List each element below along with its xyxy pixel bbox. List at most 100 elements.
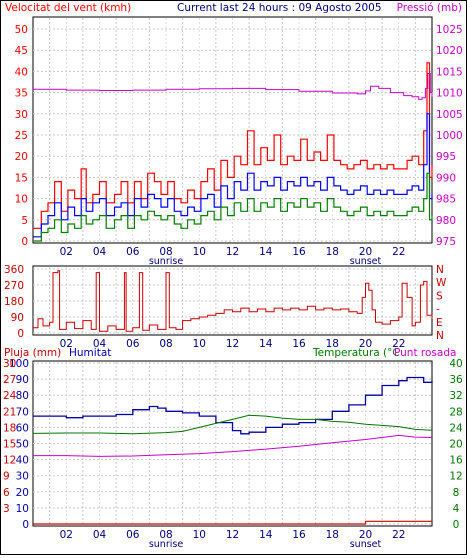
climate-x-tick-label: 22	[392, 529, 405, 541]
wind-sunset-label: sunset	[350, 256, 382, 267]
pressure-y-tick-label: 1015	[436, 66, 463, 78]
wind-y-tick-label: 35	[15, 88, 28, 100]
humidity-y-tick-label: 70	[16, 406, 29, 418]
rain-series	[33, 520, 432, 525]
climate-x-tick-label: 12	[226, 529, 239, 541]
direction-x-tick-label: 12	[226, 338, 239, 350]
climate-x-tick-label: 16	[292, 529, 306, 541]
temperature-y-tick-label: 32	[449, 390, 462, 402]
wind-x-tick-label: 08	[159, 246, 172, 258]
humidity-y-tick-label: 80	[16, 390, 29, 402]
climate-x-tick-label: 06	[126, 529, 140, 541]
climate-x-tick-label: 08	[159, 529, 172, 541]
temperature-series	[32, 414, 433, 435]
rain-y-tick-label: 24	[3, 390, 17, 402]
direction-x-tick-label: 18	[326, 338, 339, 350]
humidity-y-tick-label: 10	[16, 503, 29, 515]
climate-x-tick-label: 10	[193, 529, 206, 541]
direction-compass-label: S	[436, 290, 443, 302]
direction-y-tick-label: 270	[4, 280, 24, 292]
wind-x-tick-label: 10	[193, 246, 206, 258]
temperature-y-tick-label: 36	[449, 374, 463, 386]
temperature-y-tick-label: 12	[449, 471, 462, 483]
humidity-y-tick-label: 0	[22, 519, 29, 531]
direction-compass-label: -	[436, 304, 440, 316]
wind-y-tick-label: 45	[15, 45, 28, 57]
pressure-y-tick-label: 1005	[436, 109, 463, 121]
direction-compass-label: N	[436, 330, 444, 342]
dewpoint-title: Punt rosada	[394, 347, 456, 359]
rain-y-tick-label: 27	[3, 374, 16, 386]
humidity-title: Humitat	[69, 347, 111, 359]
climate-sunrise-label: sunrise	[149, 539, 183, 550]
wind-x-tick-label: 20	[359, 246, 372, 258]
temperature-y-tick-label: 8	[453, 487, 460, 499]
wind-y-tick-label: 0	[21, 236, 28, 248]
direction-x-tick-label: 16	[292, 338, 306, 350]
direction-x-tick-label: 04	[93, 338, 107, 350]
wind-y-tick-label: 50	[15, 24, 28, 36]
wind-x-tick-label: 18	[326, 246, 339, 258]
wind-min-series	[33, 172, 433, 242]
humidity-y-tick-label: 50	[16, 439, 29, 451]
rain-y-tick-label: 30	[3, 358, 16, 370]
humidity-y-tick-label: 40	[16, 455, 29, 467]
temperature-y-tick-label: 4	[453, 503, 460, 515]
rain-y-tick-label: 21	[3, 406, 16, 418]
wind-y-tick-label: 5	[21, 215, 28, 227]
direction-compass-label: E	[436, 317, 443, 329]
direction-y-tick-label: 360	[4, 264, 24, 276]
temperature-y-tick-label: 20	[449, 439, 462, 451]
direction-x-tick-label: 20	[359, 338, 372, 350]
climate-x-tick-label: 14	[259, 529, 273, 541]
humidity-y-tick-label: 30	[16, 471, 29, 483]
pressure-y-tick-label: 975	[436, 236, 456, 248]
rain-y-tick-label: 12	[3, 455, 16, 467]
humidity-series	[33, 376, 433, 435]
temperature-y-tick-label: 24	[449, 422, 463, 434]
direction-x-tick-label: 02	[60, 338, 73, 350]
wind-title: Velocitat del vent (kmh)	[5, 2, 131, 14]
direction-compass-label: W	[436, 277, 447, 289]
pressure-y-tick-label: 1010	[436, 88, 463, 100]
humidity-y-tick-label: 60	[16, 422, 29, 434]
rain-y-tick-label: 18	[3, 422, 16, 434]
dewpoint-series	[33, 434, 433, 457]
direction-x-tick-label: 14	[259, 338, 273, 350]
climate-x-tick-label: 04	[93, 529, 107, 541]
pressure-title: Pressió (mb)	[397, 2, 462, 14]
wind-y-tick-label: 20	[15, 151, 28, 163]
temperature-title: Temperatura (°C	[312, 347, 400, 359]
direction-y-tick-label: 90	[11, 312, 24, 324]
pressure-y-tick-label: 985	[436, 194, 456, 206]
climate-x-tick-label: 02	[60, 529, 73, 541]
rain-y-tick-label: 6	[3, 487, 10, 499]
pressure-y-tick-label: 1000	[436, 130, 463, 142]
wind-avg-series	[33, 113, 433, 238]
rain-y-tick-label: 3	[3, 503, 10, 515]
direction-y-tick-label: 0	[17, 328, 24, 340]
wind-x-tick-label: 02	[60, 246, 73, 258]
wind-direction-series	[33, 270, 433, 332]
wind-x-tick-label: 04	[93, 246, 107, 258]
wind-x-tick-label: 12	[226, 246, 239, 258]
direction-compass-label: N	[436, 264, 444, 276]
direction-y-tick-label: 180	[4, 296, 24, 308]
wind-y-tick-label: 15	[15, 172, 28, 184]
wind-x-tick-label: 16	[292, 246, 306, 258]
pressure-y-tick-label: 1025	[436, 24, 463, 36]
wind-x-tick-label: 22	[392, 246, 405, 258]
wind-gust-series	[33, 62, 433, 229]
direction-x-tick-label: 22	[392, 338, 405, 350]
temperature-y-tick-label: 0	[453, 519, 460, 531]
pressure-y-tick-label: 980	[436, 215, 456, 227]
rain-y-tick-label: 15	[3, 439, 16, 451]
climate-x-tick-label: 20	[359, 529, 372, 541]
pressure-y-tick-label: 995	[436, 151, 456, 163]
wind-y-tick-label: 40	[15, 66, 28, 78]
wind-x-tick-label: 06	[126, 246, 140, 258]
wind-y-tick-label: 10	[15, 194, 28, 206]
climate-x-tick-label: 18	[326, 529, 339, 541]
